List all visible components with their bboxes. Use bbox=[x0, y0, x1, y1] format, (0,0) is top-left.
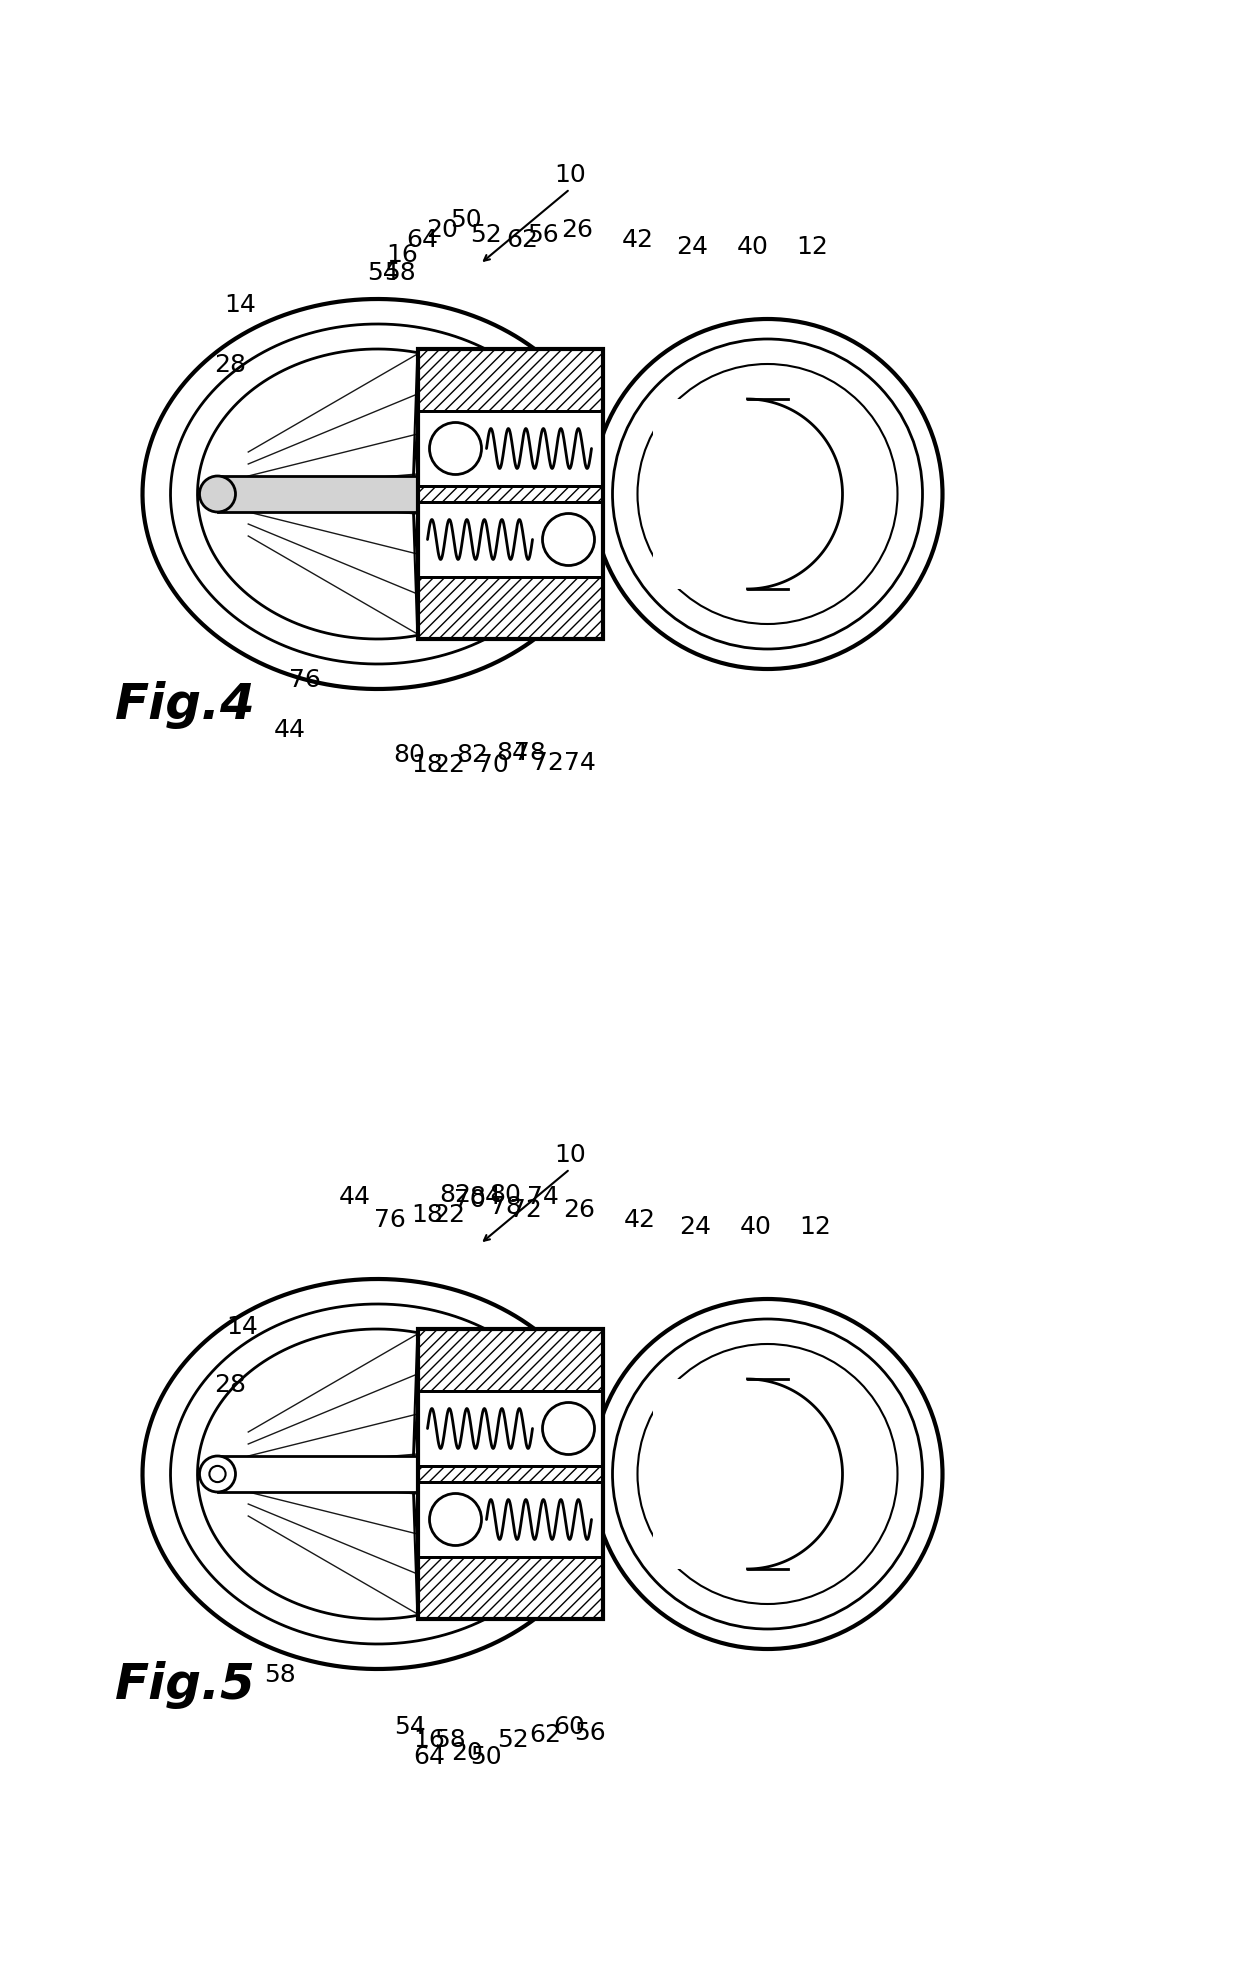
Text: 26: 26 bbox=[563, 1198, 595, 1222]
Bar bbox=[418, 487, 603, 503]
Circle shape bbox=[543, 1402, 594, 1455]
Text: 72: 72 bbox=[532, 750, 563, 774]
Text: 56: 56 bbox=[527, 222, 558, 247]
Text: 78: 78 bbox=[490, 1194, 522, 1218]
Bar bbox=[418, 577, 603, 640]
Text: 14: 14 bbox=[224, 293, 255, 316]
Text: 10: 10 bbox=[554, 1143, 585, 1167]
Text: 16: 16 bbox=[414, 1726, 445, 1752]
Circle shape bbox=[200, 477, 236, 513]
Text: Fig.5: Fig.5 bbox=[115, 1660, 255, 1709]
Text: 12: 12 bbox=[796, 236, 828, 259]
Bar bbox=[418, 350, 603, 412]
Circle shape bbox=[210, 1467, 226, 1483]
Text: 20: 20 bbox=[427, 218, 459, 242]
Text: 76: 76 bbox=[289, 668, 321, 691]
Text: 24: 24 bbox=[680, 1214, 712, 1239]
Text: 28: 28 bbox=[215, 1373, 246, 1396]
Text: 82: 82 bbox=[456, 742, 489, 766]
Text: 40: 40 bbox=[737, 236, 769, 259]
Text: 70: 70 bbox=[476, 752, 508, 776]
Text: 84: 84 bbox=[496, 740, 528, 764]
Text: 14: 14 bbox=[226, 1314, 258, 1337]
Text: 52: 52 bbox=[470, 222, 501, 247]
Bar bbox=[418, 1330, 603, 1618]
Text: 42: 42 bbox=[624, 1208, 656, 1231]
Text: 52: 52 bbox=[497, 1726, 528, 1752]
Bar bbox=[652, 401, 787, 589]
Text: 44: 44 bbox=[274, 717, 306, 742]
Text: 70: 70 bbox=[454, 1188, 485, 1212]
Text: 64: 64 bbox=[413, 1744, 445, 1768]
Text: 78: 78 bbox=[513, 740, 546, 764]
Text: 58: 58 bbox=[434, 1726, 465, 1752]
Text: 16: 16 bbox=[387, 244, 418, 267]
Text: 42: 42 bbox=[621, 228, 653, 251]
Text: 10: 10 bbox=[554, 163, 585, 187]
Circle shape bbox=[543, 515, 594, 566]
Text: 50: 50 bbox=[450, 208, 481, 232]
Bar bbox=[418, 350, 603, 640]
Text: 44: 44 bbox=[339, 1184, 371, 1208]
Text: 62: 62 bbox=[506, 228, 538, 251]
Text: 54: 54 bbox=[393, 1715, 425, 1738]
Text: 80: 80 bbox=[490, 1182, 522, 1206]
Text: 18: 18 bbox=[412, 1202, 444, 1226]
Text: 50: 50 bbox=[470, 1744, 501, 1768]
Text: 60: 60 bbox=[553, 1715, 585, 1738]
Text: 74: 74 bbox=[527, 1184, 558, 1208]
Text: Fig.4: Fig.4 bbox=[115, 682, 255, 729]
Text: 84: 84 bbox=[470, 1184, 501, 1208]
Circle shape bbox=[429, 424, 481, 475]
Text: 12: 12 bbox=[800, 1214, 832, 1239]
Bar bbox=[418, 1330, 603, 1391]
Text: 74: 74 bbox=[563, 750, 595, 774]
Text: 28: 28 bbox=[215, 354, 246, 377]
Bar bbox=[418, 1557, 603, 1618]
Circle shape bbox=[429, 1495, 481, 1546]
Text: 76: 76 bbox=[374, 1208, 405, 1231]
Text: 56: 56 bbox=[574, 1720, 605, 1744]
Text: 24: 24 bbox=[677, 236, 708, 259]
Text: 80: 80 bbox=[393, 742, 425, 766]
Circle shape bbox=[200, 1455, 236, 1493]
Text: 54: 54 bbox=[367, 261, 398, 285]
Bar bbox=[418, 1467, 603, 1483]
Text: 26: 26 bbox=[562, 218, 594, 242]
Bar bbox=[217, 477, 418, 513]
Text: 22: 22 bbox=[434, 1202, 465, 1226]
Text: 58: 58 bbox=[383, 261, 415, 285]
Text: 58: 58 bbox=[264, 1662, 296, 1687]
Text: 82: 82 bbox=[439, 1182, 471, 1206]
Bar bbox=[217, 1455, 418, 1493]
Bar bbox=[652, 1379, 787, 1569]
Text: 20: 20 bbox=[451, 1740, 484, 1764]
Bar bbox=[418, 350, 603, 640]
Text: 22: 22 bbox=[434, 752, 465, 776]
Text: 40: 40 bbox=[739, 1214, 771, 1239]
Text: 18: 18 bbox=[412, 752, 444, 776]
Bar bbox=[418, 1330, 603, 1618]
Text: 64: 64 bbox=[407, 228, 439, 251]
Text: 72: 72 bbox=[510, 1198, 542, 1222]
Text: 62: 62 bbox=[529, 1722, 562, 1746]
